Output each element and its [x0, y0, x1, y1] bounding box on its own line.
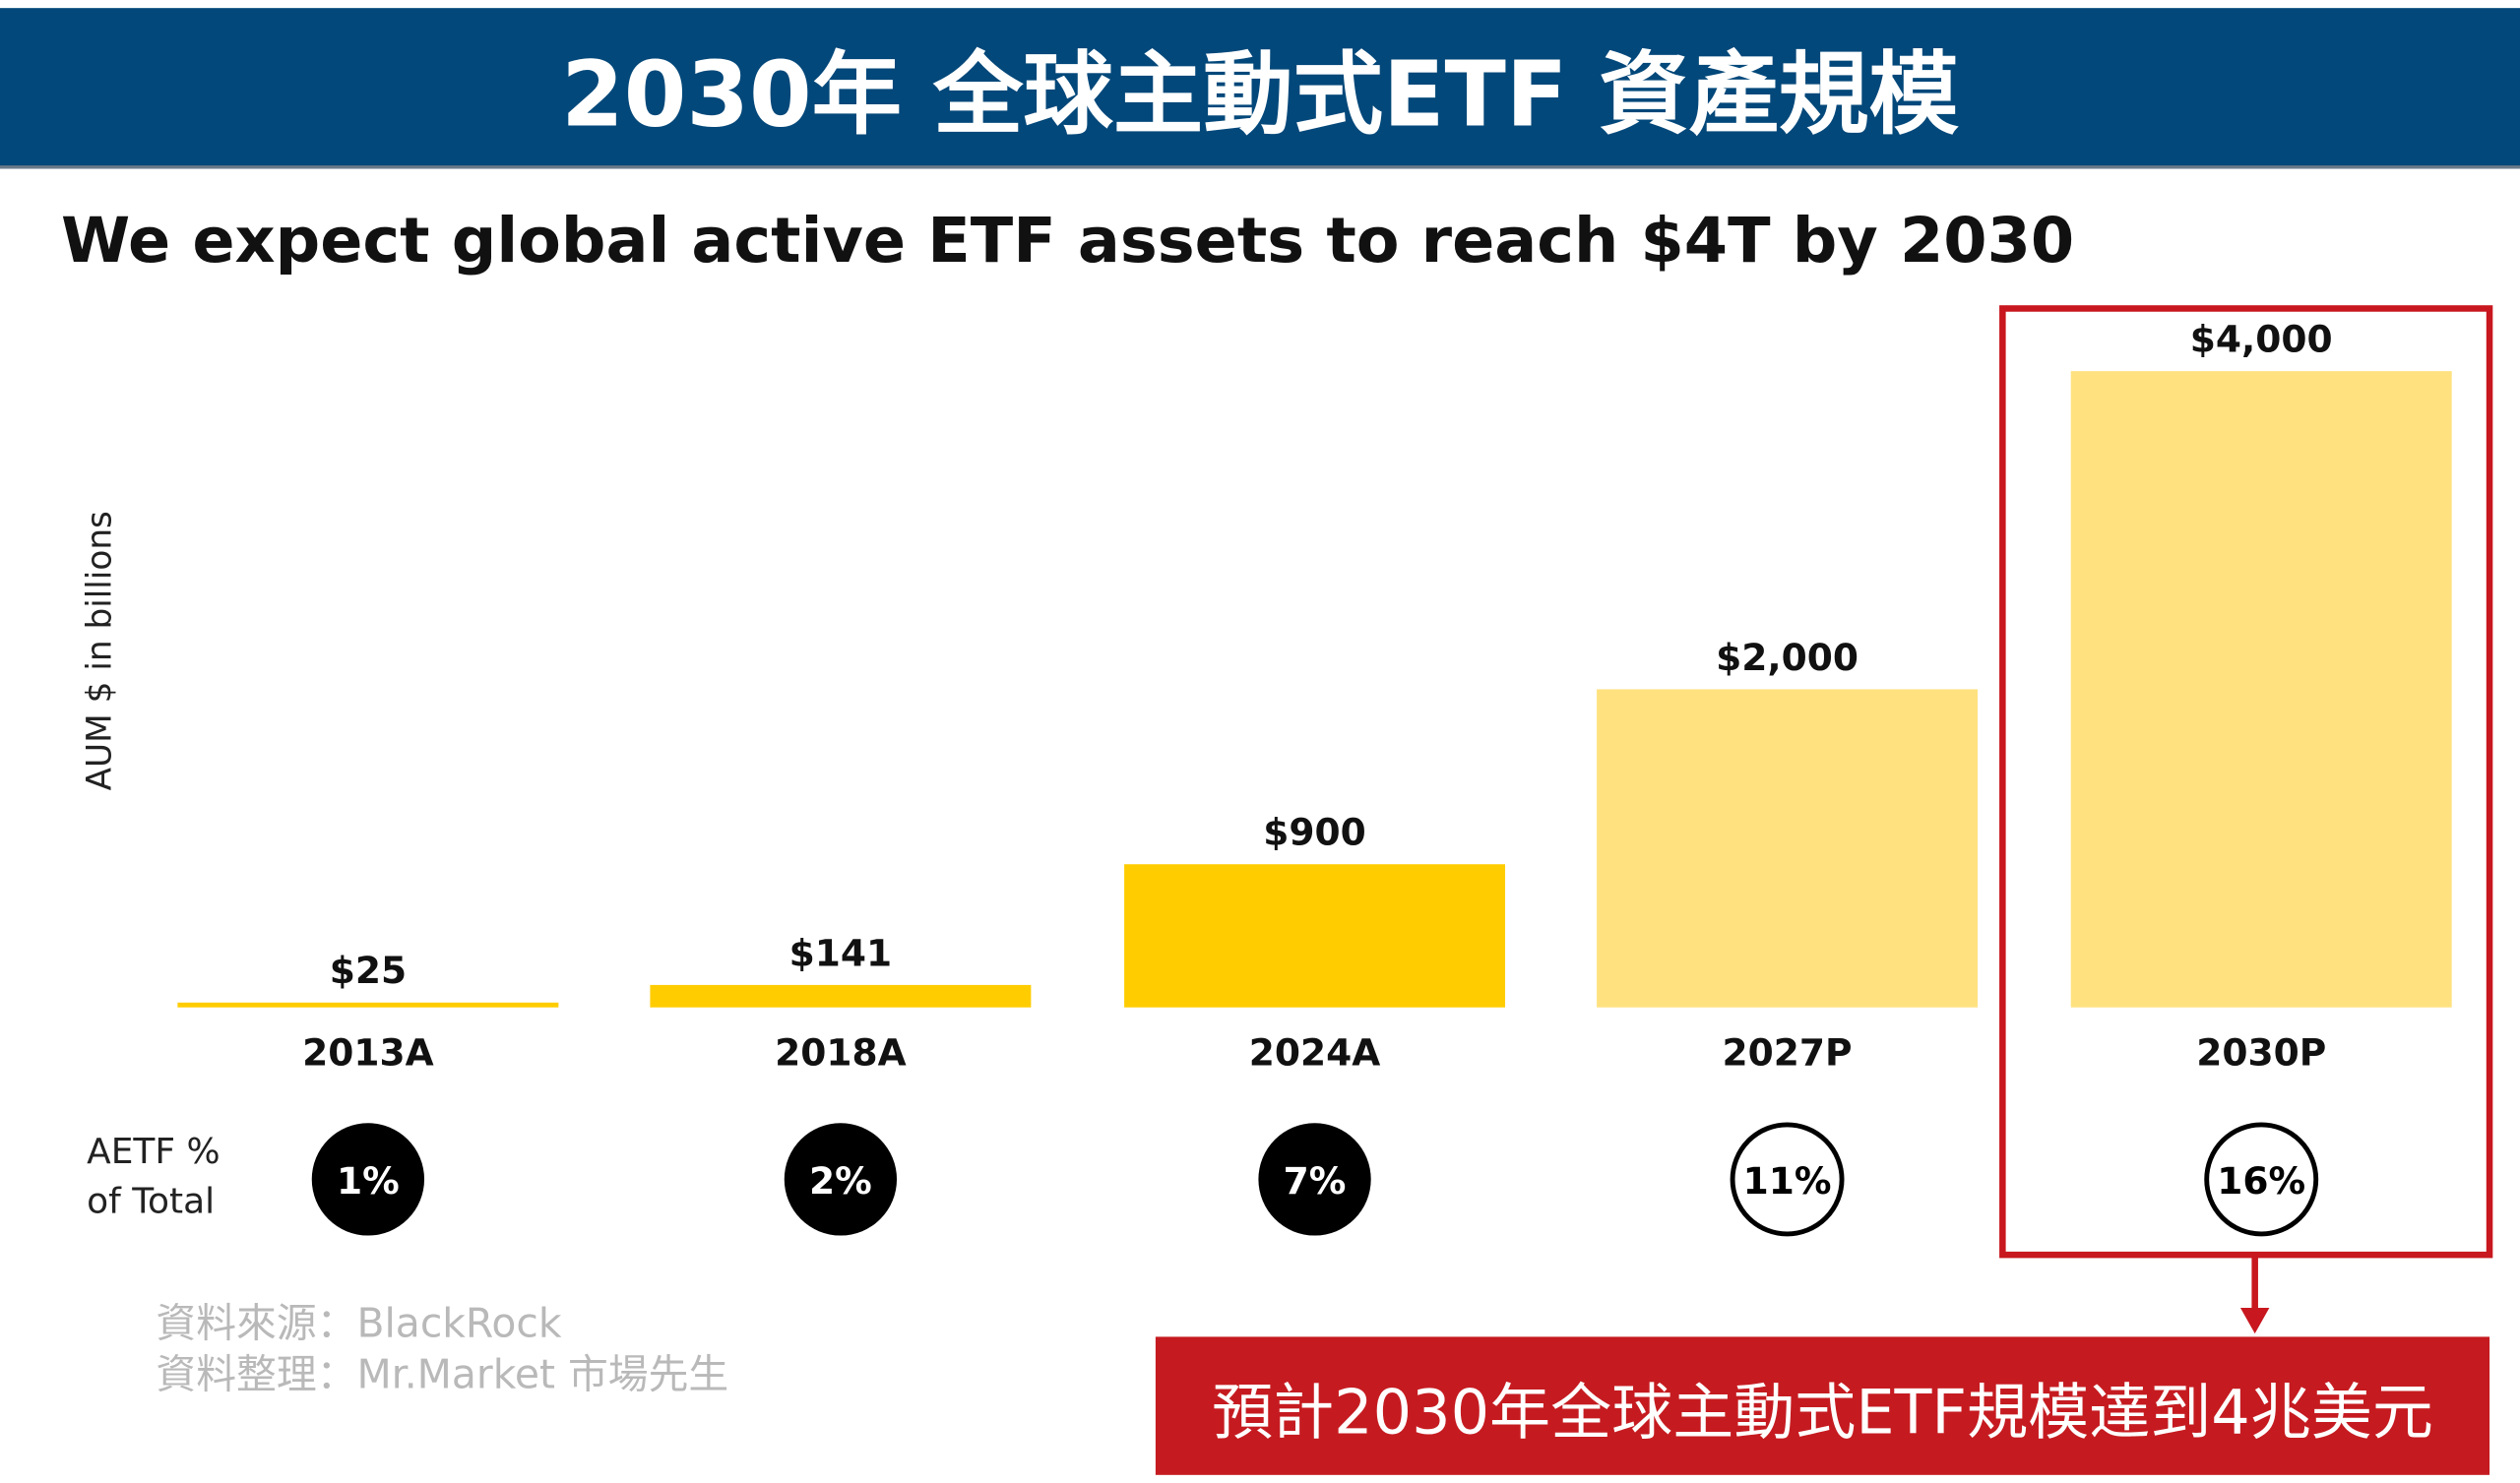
- arrow-line: [2251, 1256, 2258, 1312]
- category-label: 2018A: [775, 1030, 907, 1074]
- callout-box: 預計2030年全球主動式ETF規模達到4兆美元: [1155, 1336, 2490, 1475]
- share-value: 16%: [2217, 1159, 2305, 1203]
- share-value: 11%: [1743, 1159, 1832, 1203]
- share-circle: [2204, 1122, 2319, 1237]
- share-circle: [784, 1123, 898, 1236]
- value-label: $2,000: [1716, 636, 1858, 679]
- category-label: 2030P: [2196, 1030, 2326, 1074]
- source-line: 資料來源：BlackRock: [156, 1299, 562, 1347]
- value-label: $900: [1263, 811, 1366, 854]
- value-label: $25: [330, 949, 407, 992]
- source-note: 資料來源：BlackRock 資料整理：Mr.Market 市場先生: [156, 1298, 728, 1400]
- bar-2030P: [2070, 371, 2452, 1008]
- category-label: 2013A: [302, 1030, 434, 1074]
- share-circle: [1730, 1122, 1845, 1237]
- header-banner: 2030年 全球主動式ETF 資產規模: [0, 8, 2520, 169]
- category-label: 2024A: [1249, 1030, 1381, 1074]
- share-value: 2%: [809, 1159, 872, 1203]
- bar-2024A: [1124, 864, 1506, 1008]
- arrow-down-icon: [2239, 1308, 2270, 1334]
- aetf-share-label: AETF % of Total: [87, 1128, 220, 1227]
- share-circle: [311, 1123, 425, 1236]
- share-value: 1%: [337, 1159, 400, 1203]
- aetf-share-label-line2: of Total: [87, 1182, 216, 1223]
- bar-2013A: [177, 1002, 559, 1008]
- bar-2018A: [650, 984, 1032, 1008]
- bar-2027P: [1597, 689, 1979, 1008]
- aetf-share-label-line1: AETF %: [87, 1133, 220, 1173]
- value-label: $141: [789, 931, 893, 974]
- value-label: $4,000: [2190, 318, 2333, 361]
- page-title: 2030年 全球主動式ETF 資產規模: [561, 42, 1959, 148]
- share-value: 7%: [1284, 1159, 1347, 1203]
- compiled-by-line: 資料整理：Mr.Market 市場先生: [156, 1351, 729, 1398]
- category-label: 2027P: [1723, 1030, 1853, 1074]
- chart-title: We expect global active ETF assets to re…: [61, 205, 2075, 278]
- highlight-box-2030: [1999, 305, 2493, 1259]
- share-circle: [1258, 1123, 1371, 1236]
